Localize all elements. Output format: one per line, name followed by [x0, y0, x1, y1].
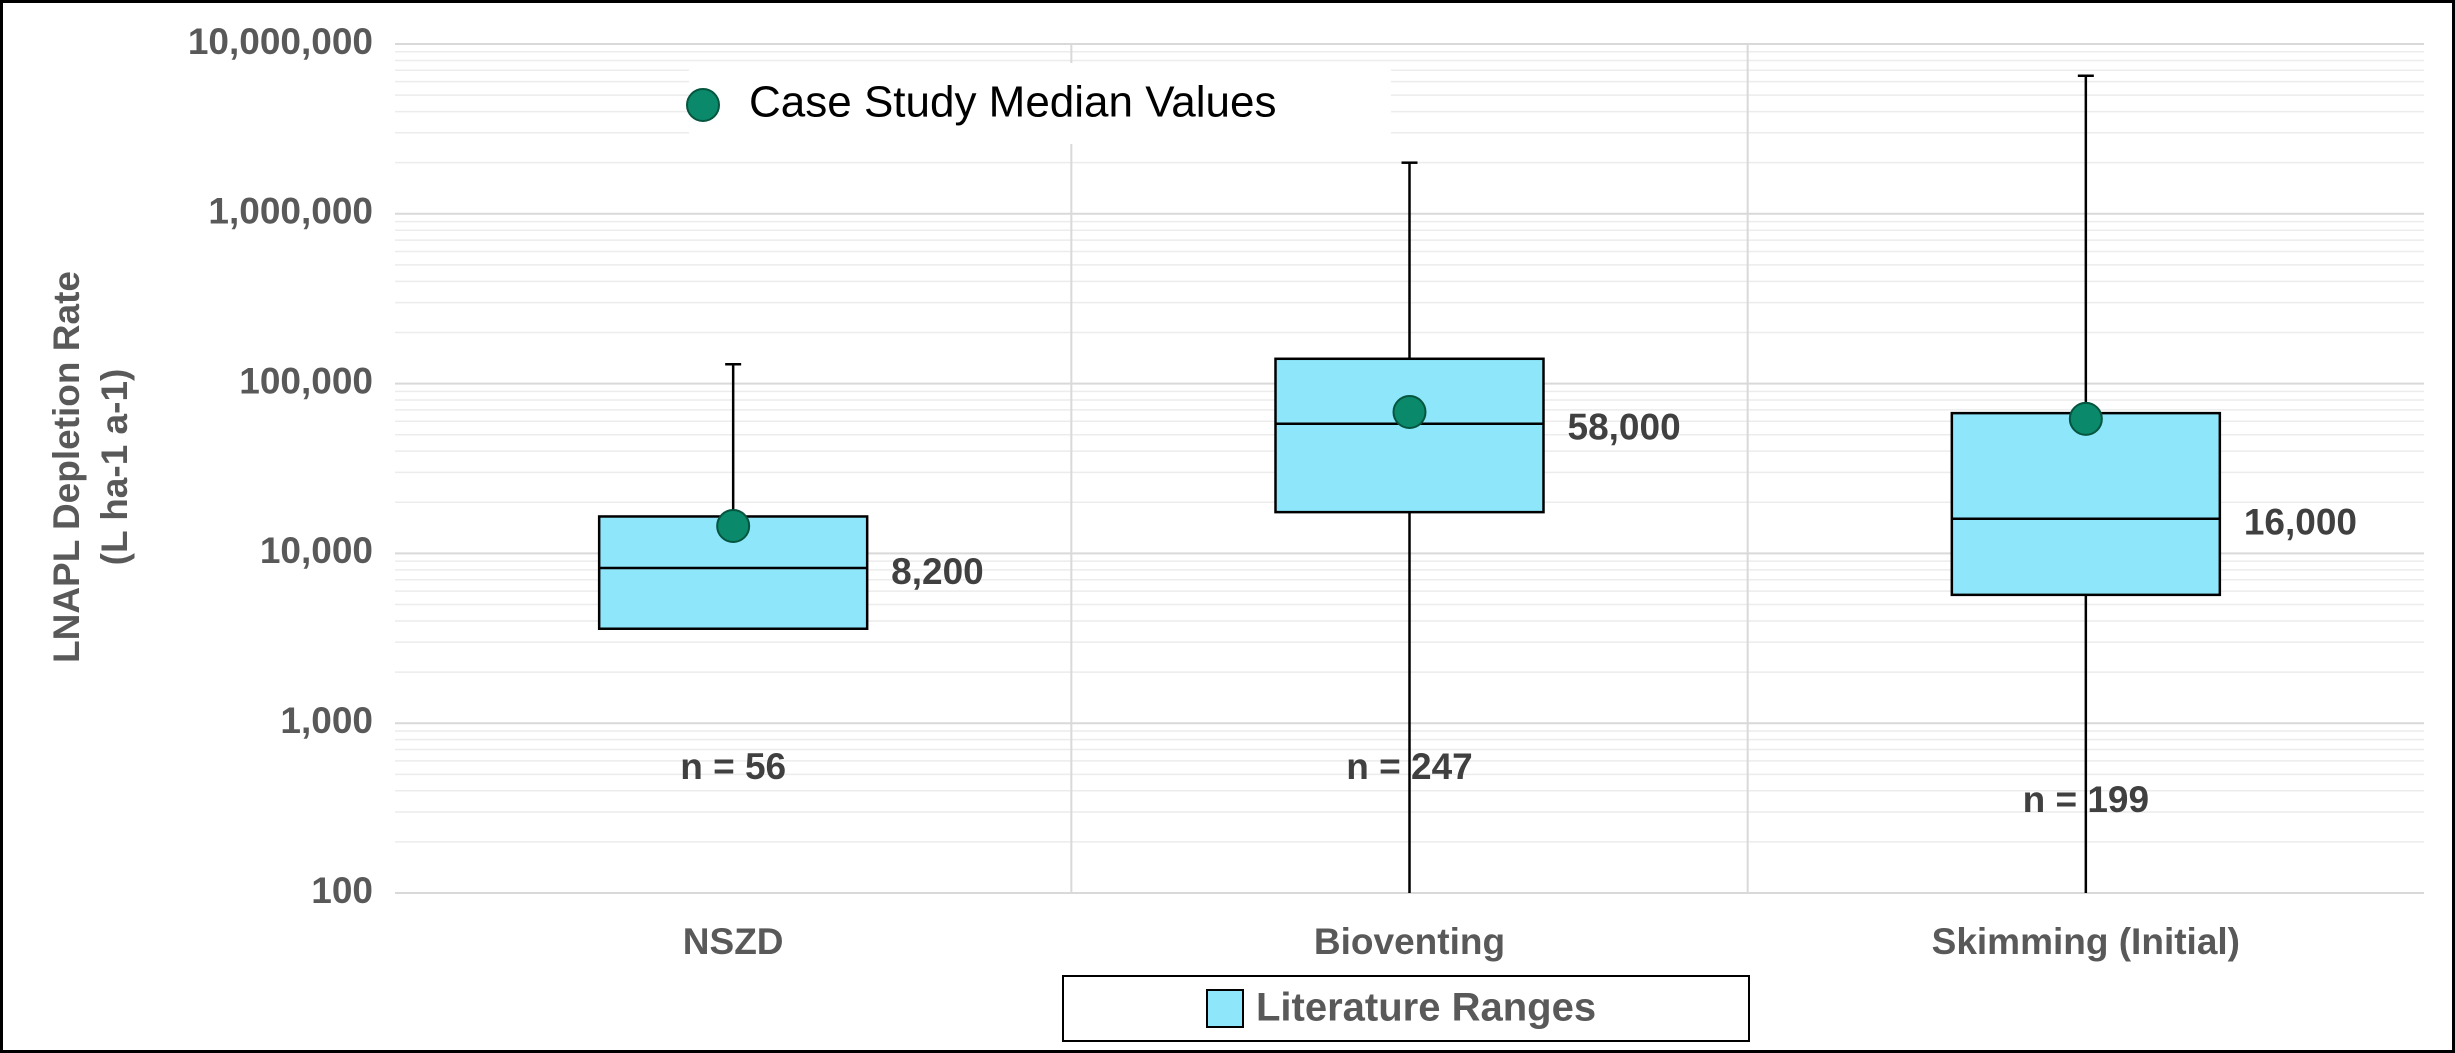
x-tick-label: NSZD: [683, 921, 784, 962]
box: [1950, 411, 2222, 597]
y-tick-label: 1,000: [280, 700, 373, 741]
case-study-point: [2068, 401, 2103, 436]
x-tick-label: Skimming (Initial): [1932, 921, 2240, 962]
case-study-point: [1392, 395, 1427, 430]
case-study-point: [716, 508, 751, 543]
n-label: n = 199: [2023, 779, 2150, 820]
y-tick-label: 100,000: [239, 360, 373, 401]
y-tick-label: 10,000,000: [188, 21, 373, 62]
legend-label: Case Study Median Values: [749, 78, 1276, 127]
legend-swatch: [1206, 989, 1244, 1028]
y-tick-label: 10,000: [260, 530, 373, 571]
y-tick-label: 100: [311, 870, 373, 911]
median-label: 8,200: [891, 551, 984, 592]
legend-marker: [686, 88, 720, 122]
y-tick-label: 1,000,000: [208, 191, 373, 232]
y-axis-title-line: (L ha-1 a-1): [94, 369, 135, 566]
box: [1274, 357, 1545, 514]
legend-box: [689, 63, 1391, 144]
median-label: 16,000: [2244, 502, 2357, 543]
n-label: n = 56: [680, 746, 786, 787]
median-label: 58,000: [1568, 407, 1681, 448]
n-label: n = 247: [1346, 746, 1473, 787]
y-axis-title: LNAPL Depletion Rate (L ha-1 a-1): [46, 271, 135, 663]
y-axis-title-line: LNAPL Depletion Rate: [46, 271, 87, 663]
legend-box: [1062, 975, 1750, 1042]
x-tick-label: Bioventing: [1314, 921, 1505, 962]
legend-label: Literature Ranges: [1256, 986, 1596, 1030]
